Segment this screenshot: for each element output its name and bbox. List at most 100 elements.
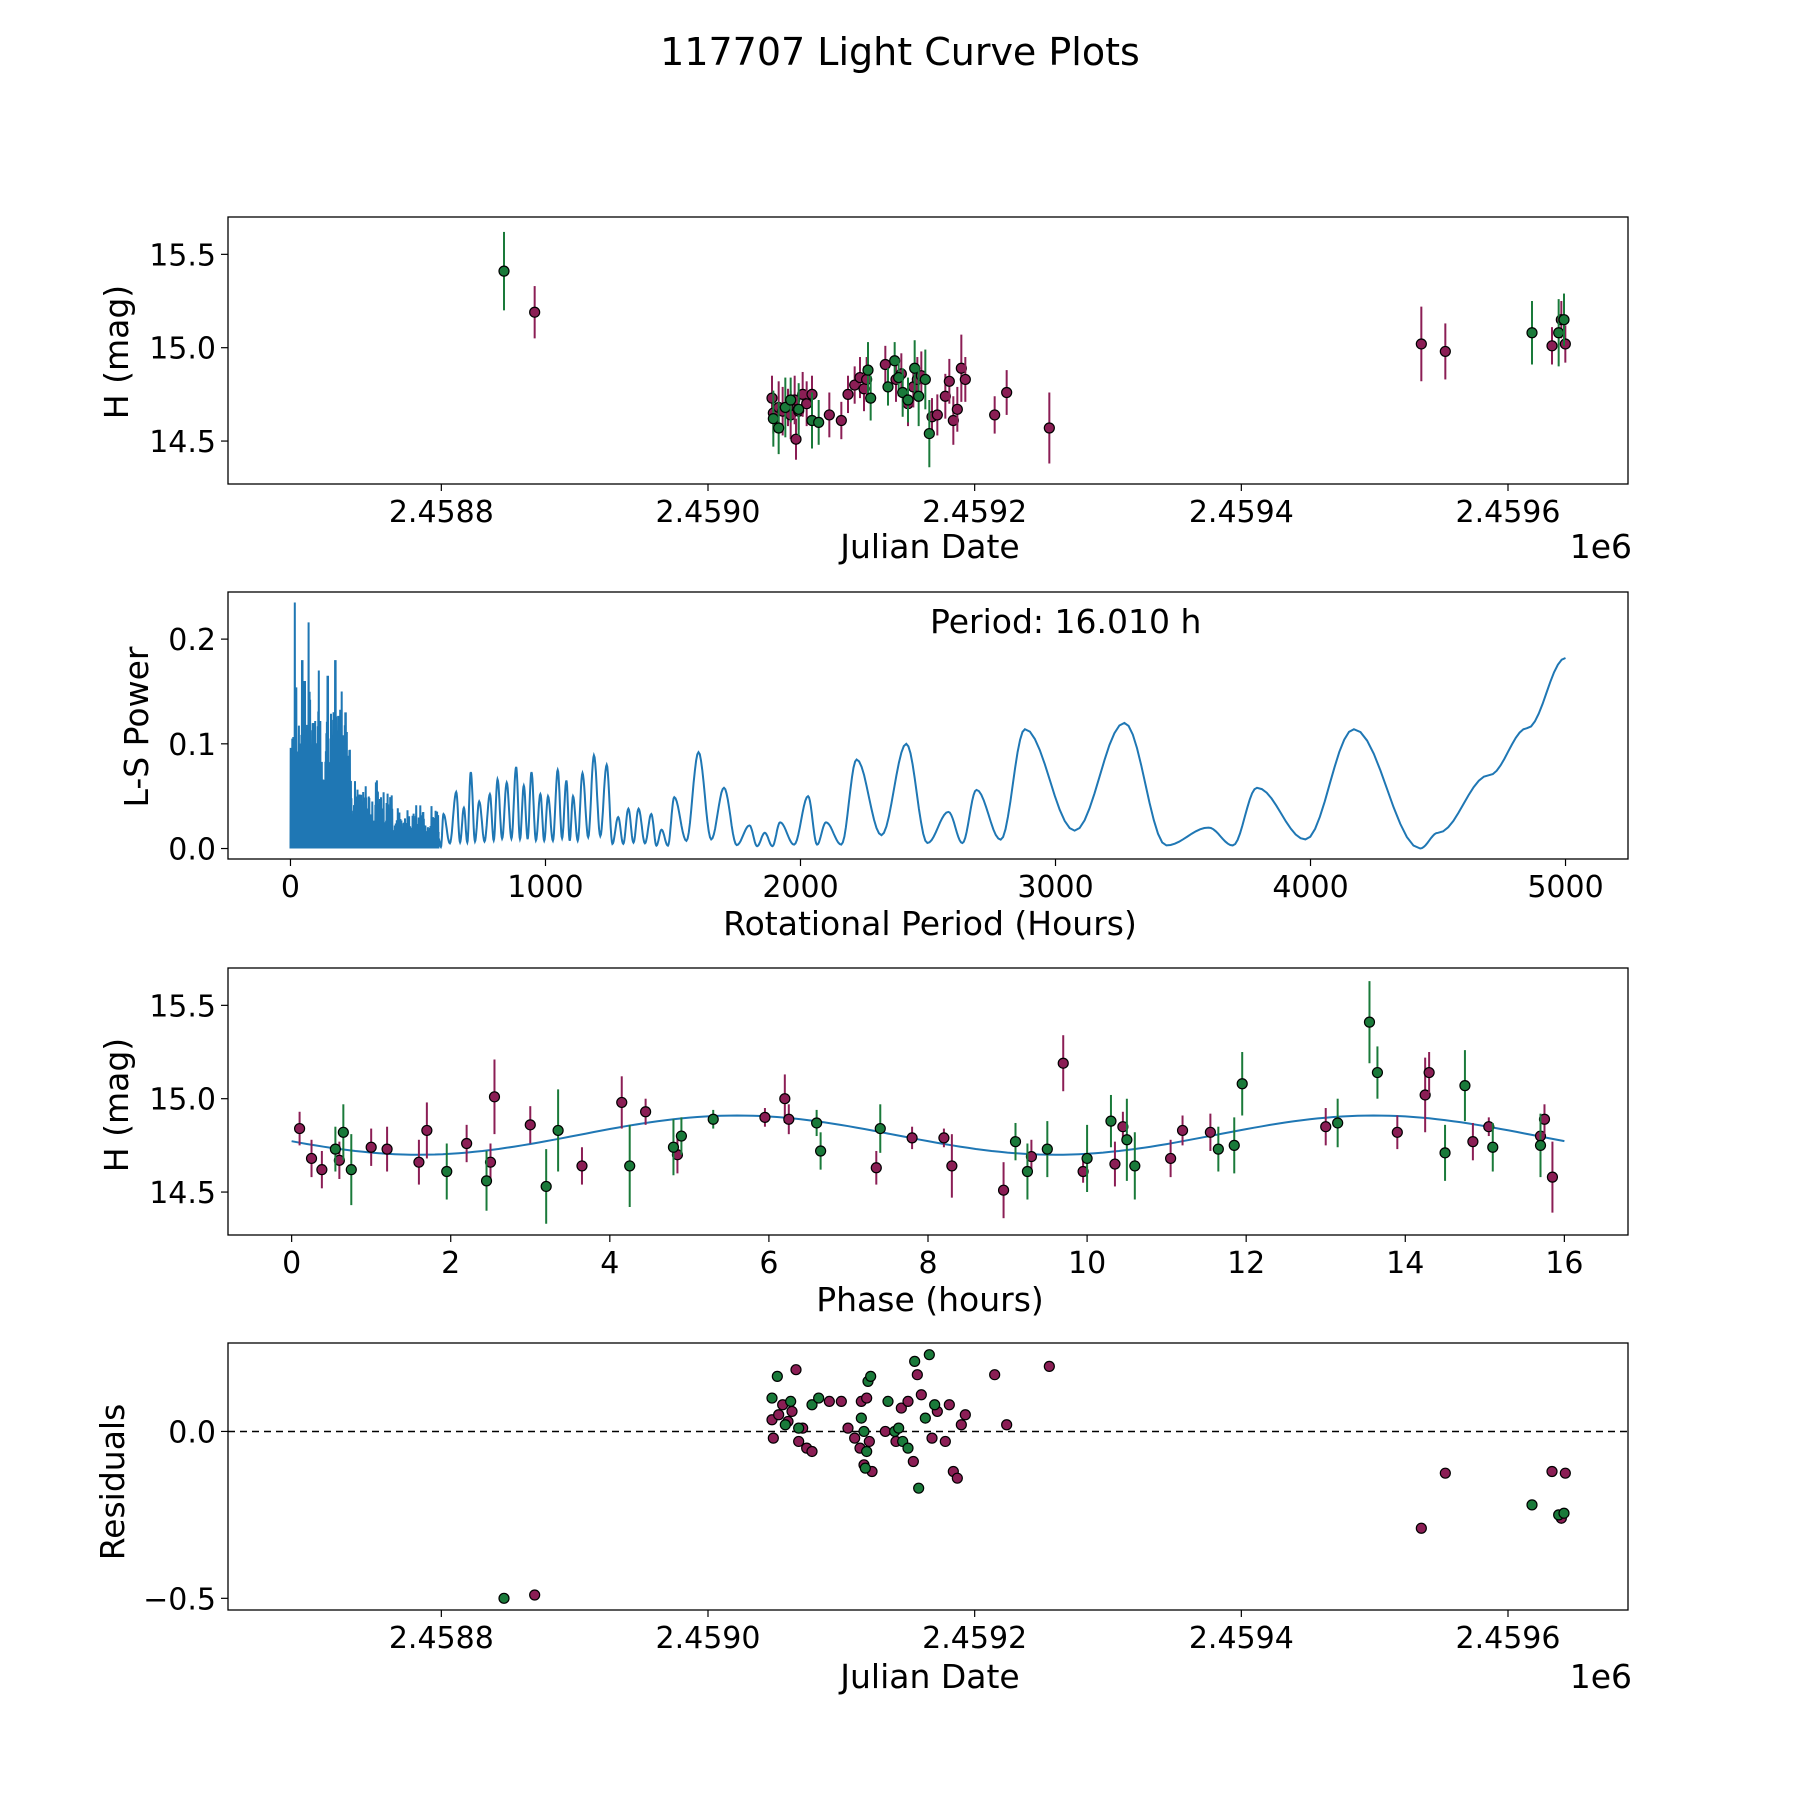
green-point <box>919 373 931 386</box>
green-point <box>785 1395 797 1408</box>
green-point <box>1021 1165 1034 1178</box>
periodogram-ytick-label: 0.1 <box>168 728 216 763</box>
green-point <box>624 1160 636 1172</box>
red-point <box>1546 340 1558 352</box>
green-point <box>1526 327 1538 339</box>
phased-xtick-label: 12 <box>1227 1246 1265 1281</box>
green-point <box>793 403 805 415</box>
lightcurve-xtick-label: 2.4596 <box>1456 495 1561 530</box>
green-point <box>909 1355 921 1367</box>
green-point <box>855 1412 867 1424</box>
red-point <box>333 1154 345 1166</box>
phased-xtick-label: 16 <box>1545 1246 1583 1281</box>
green-point <box>923 1349 935 1361</box>
period-annotation: Period: 16.010 h <box>930 602 1201 641</box>
green-point <box>1041 1143 1053 1155</box>
green-point <box>1081 1152 1093 1165</box>
green-point <box>1553 327 1565 339</box>
red-point <box>879 1425 891 1438</box>
green-point <box>345 1164 357 1176</box>
lightcurve-offset-text: 1e6 <box>1570 527 1632 566</box>
red-point <box>943 1399 955 1411</box>
green-point <box>771 1370 783 1382</box>
residuals-frame <box>227 1342 1629 1611</box>
red-point <box>766 392 778 404</box>
red-point <box>1001 386 1013 399</box>
green-point <box>793 1422 805 1434</box>
red-point <box>870 1162 882 1174</box>
green-point <box>1121 1134 1133 1146</box>
green-point <box>785 394 797 406</box>
red-point <box>773 1409 785 1421</box>
green-point <box>862 364 874 376</box>
green-point <box>929 1399 941 1411</box>
red-point <box>413 1156 425 1168</box>
red-point <box>421 1124 433 1137</box>
lightcurve-xtick-label: 2.4590 <box>656 495 761 530</box>
red-point <box>1001 1419 1013 1431</box>
periodogram-xtick-label: 0 <box>281 870 300 905</box>
red-point <box>1415 1522 1427 1534</box>
red-point <box>1546 1465 1558 1478</box>
red-point <box>316 1164 328 1176</box>
red-point <box>1467 1136 1479 1148</box>
green-point <box>1487 1141 1499 1153</box>
residuals-xtick-label: 2.4596 <box>1456 1621 1561 1656</box>
red-point <box>911 1369 923 1381</box>
lightcurve-ylabel: H (mag) <box>97 285 136 419</box>
red-point <box>951 403 963 415</box>
green-point <box>1459 1080 1471 1092</box>
red-point <box>1176 1124 1189 1137</box>
green-point <box>552 1124 564 1137</box>
residuals-xlabel: Julian Date <box>838 1657 1020 1696</box>
green-point <box>865 392 877 404</box>
red-point <box>1077 1165 1089 1178</box>
green-point <box>1558 314 1570 326</box>
red-point <box>938 1132 950 1144</box>
green-point <box>498 1592 510 1604</box>
green-point <box>865 1370 877 1382</box>
red-point <box>488 1091 501 1103</box>
figure-title: 117707 Light Curve Plots <box>660 30 1140 74</box>
residuals-xtick-label: 2.4592 <box>922 1621 1027 1656</box>
residuals-xtick-label: 2.4590 <box>656 1621 761 1656</box>
periodogram-frame <box>227 591 1629 860</box>
green-point <box>1526 1499 1538 1511</box>
red-point <box>1419 1089 1431 1101</box>
green-point <box>1236 1078 1248 1090</box>
red-point <box>1559 1467 1571 1479</box>
red-point <box>926 1432 938 1444</box>
red-point <box>783 1113 795 1125</box>
red-point <box>461 1137 473 1150</box>
phased-plot-area <box>291 981 1565 1224</box>
green-point <box>779 1419 791 1431</box>
red-point <box>576 1160 588 1172</box>
red-point <box>1057 1057 1069 1069</box>
red-point <box>293 1122 306 1135</box>
green-point <box>1558 1507 1570 1519</box>
red-point <box>943 375 955 387</box>
phased-ytick-label: 14.5 <box>149 1176 216 1211</box>
lightcurve-panel: Julian Date H (mag) 1e6 2.4588 2.4590 2.45… <box>97 216 1632 566</box>
green-point <box>1534 1139 1547 1151</box>
lightcurve-ytick-label: 15.5 <box>149 238 216 273</box>
green-point <box>806 1399 818 1411</box>
green-point <box>767 413 779 425</box>
phased-ylabel: H (mag) <box>97 1038 136 1172</box>
phased-panel: Phase (hours) H (mag) 0 2 4 6 8 10 12 14 16 14.5 1… <box>97 967 1629 1319</box>
red-point <box>1538 1113 1551 1125</box>
green-point <box>441 1165 453 1178</box>
red-point <box>842 1422 854 1434</box>
residuals-plot-area <box>228 1349 1628 1604</box>
phased-xlabel: Phase (hours) <box>816 1280 1044 1319</box>
lightcurve-ytick-label: 14.5 <box>149 425 216 460</box>
green-point <box>913 390 925 402</box>
red-point <box>790 1364 802 1376</box>
red-point <box>790 433 802 445</box>
red-point <box>907 1455 919 1468</box>
residuals-xtick-label: 2.4588 <box>389 1621 494 1656</box>
red-point <box>640 1106 652 1118</box>
periodogram-ytick-label: 0.0 <box>168 833 216 868</box>
periodogram-plot-area <box>289 602 1566 850</box>
green-point <box>882 381 894 393</box>
